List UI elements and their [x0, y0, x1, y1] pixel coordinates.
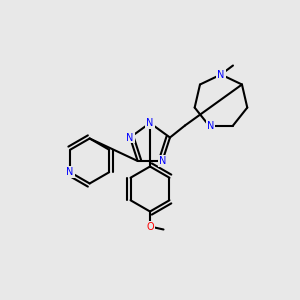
Text: O: O: [146, 221, 154, 232]
Text: N: N: [217, 70, 225, 80]
Text: N: N: [146, 118, 154, 128]
Text: N: N: [207, 121, 214, 131]
Text: N: N: [126, 133, 134, 142]
Text: N: N: [67, 167, 74, 177]
Text: N: N: [159, 156, 166, 166]
